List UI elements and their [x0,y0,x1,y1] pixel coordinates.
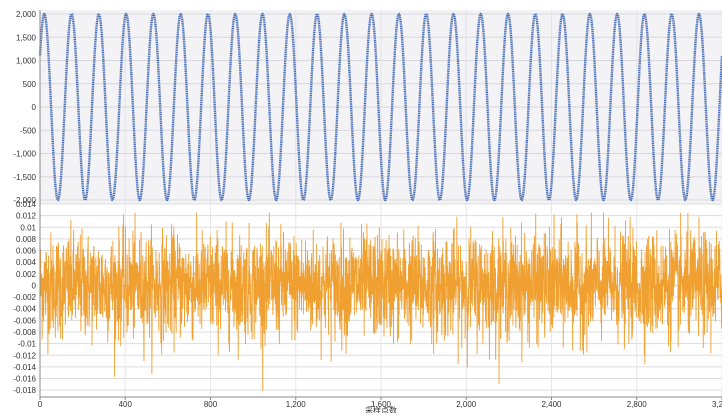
bottom-y-tick-label: -0.002 [13,293,36,302]
x-tick-label: 400 [119,400,133,409]
x-axis: 0 400 800 1,200 1,600 2,000 2,400 2,800 3,200 [38,10,722,409]
top-plot-panel: 2,000 1,500 1,000 500 0 -500 -1,000 -1,500 -2,00… [13,10,722,205]
bottom-y-tick-label: -0.012 [13,351,36,360]
top-y-tick-label: -2,000 [13,196,36,205]
x-tick-label: 2,800 [627,400,648,409]
bottom-y-tick-label: -0.008 [13,328,36,337]
bottom-y-tick-label: 0.004 [16,258,37,267]
bottom-y-tick-label: 0.006 [16,247,37,256]
bottom-y-tick-label: -0.004 [13,305,36,314]
bottom-y-tick-label: 0.01 [20,223,36,232]
bottom-y-tick-label: 0.002 [16,270,37,279]
bottom-y-tick-label: -0.018 [13,386,36,395]
bottom-y-tick-label: 0.008 [16,235,37,244]
bottom-y-tick-label: -0.016 [13,375,36,384]
x-tick-label: 1,600 [371,400,392,409]
x-tick-label: 0 [38,400,43,409]
bottom-y-tick-label: 0.012 [16,212,37,221]
bottom-y-tick-label: 0 [32,281,37,290]
bottom-y-tick-label: -0.014 [13,363,36,372]
top-y-tick-label: 2,000 [16,10,37,19]
top-y-tick-label: -1,000 [13,150,36,159]
top-y-tick-label: 0 [32,103,37,112]
x-tick-label: 2,000 [456,400,477,409]
top-y-tick-label: -1,500 [13,173,36,182]
top-y-tick-label: 1,500 [16,33,37,42]
bottom-y-tick-label: -0.01 [18,340,37,349]
top-y-tick-label: -500 [20,126,37,135]
x-tick-label: 1,200 [286,400,307,409]
bottom-plot-panel: 0.014 0.012 0.01 0.008 0.006 0.004 0.002 0 -0.00… [13,200,722,396]
bottom-series-line [39,212,722,391]
x-tick-label: 800 [204,400,218,409]
x-tick-label: 2,400 [541,400,562,409]
top-y-tick-label: 1,000 [16,57,37,66]
x-axis-label: 采样点数 [365,405,397,413]
bottom-y-tick-label: 0.014 [16,200,37,209]
x-tick-label: 3,200 [712,400,722,409]
top-series-line [38,12,722,202]
top-y-tick-label: 500 [23,80,37,89]
bottom-y-tick-label: -0.006 [13,316,36,325]
